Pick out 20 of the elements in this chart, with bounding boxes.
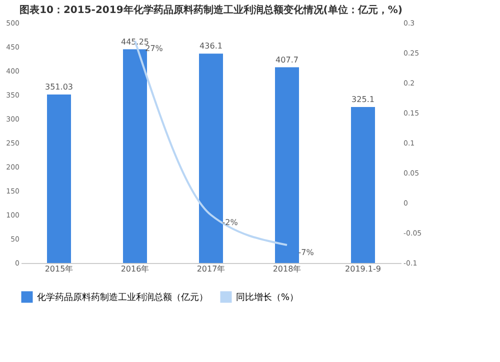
- x-tick-label: 2016年: [120, 264, 150, 274]
- x-tick-label: 2017年: [196, 264, 226, 274]
- data-label: 436.1: [200, 42, 222, 51]
- bar: [47, 94, 71, 263]
- data-label: 325.1: [352, 94, 374, 104]
- data-label: -2%: [222, 218, 238, 227]
- data-label: 351.03: [45, 82, 73, 92]
- data-label: 407.7: [276, 55, 298, 64]
- chart-title: 图表10：2015-2019年化学药品原料药制造工业利润总额变化情况(单位：亿元，%): [20, 4, 402, 16]
- data-label: 445.25: [121, 37, 149, 46]
- bar: [351, 106, 375, 263]
- x-tick-label: 2015年: [44, 264, 74, 274]
- bar: [123, 49, 147, 263]
- data-label: 27%: [145, 44, 164, 53]
- legend-label: 同比增长（%）: [236, 292, 299, 303]
- legend-label: 化学药品原料药制造工业利润总额（亿元）: [37, 292, 208, 303]
- x-tick-label: 2018年: [272, 264, 302, 274]
- bar: [199, 54, 223, 263]
- bar: [275, 67, 299, 263]
- x-tick-label: 2019.1-9: [345, 264, 381, 274]
